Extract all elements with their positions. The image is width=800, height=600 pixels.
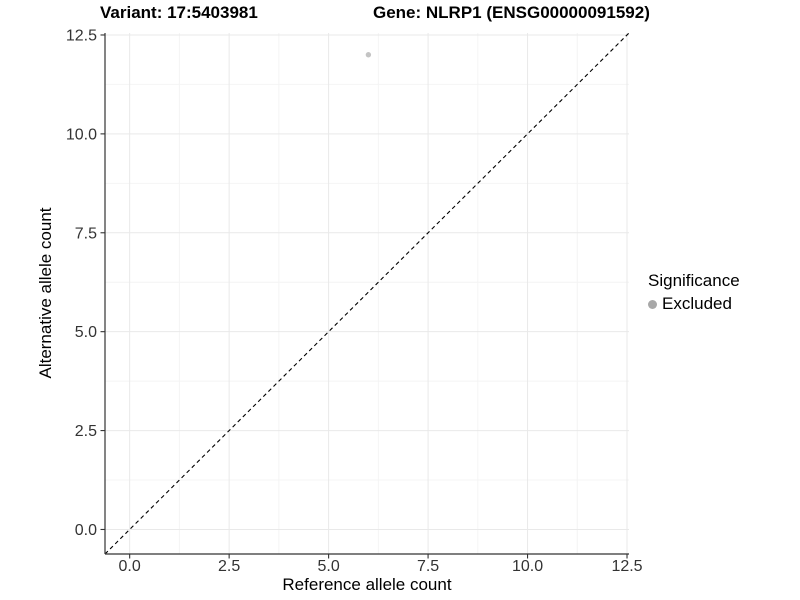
legend-point-icon xyxy=(648,299,657,309)
y-tick-label: 5.0 xyxy=(75,324,97,341)
x-tick-label: 0.0 xyxy=(119,558,141,575)
identity-reference-line xyxy=(104,32,630,555)
x-tick-label: 10.0 xyxy=(512,558,543,575)
legend-title: Significance xyxy=(648,271,740,290)
x-tick-label: 7.5 xyxy=(417,558,439,575)
x-tick-label: 2.5 xyxy=(218,558,240,575)
x-tick-label: 12.5 xyxy=(611,558,642,575)
legend-item-label: Excluded xyxy=(662,294,732,313)
data-point xyxy=(365,52,372,58)
variant-title: Variant: 17:5403981 xyxy=(100,3,258,22)
legend-item-excluded: Excluded xyxy=(648,294,740,314)
y-tick-label: 0.0 xyxy=(75,522,97,539)
legend: Significance Excluded xyxy=(648,271,740,314)
x-axis-title: Reference allele count xyxy=(282,575,452,594)
gene-title: Gene: NLRP1 (ENSG00000091592) xyxy=(373,3,650,22)
y-tick-label: 10.0 xyxy=(66,126,97,143)
y-tick-label: 2.5 xyxy=(75,423,97,440)
y-axis-title: Alternative allele count xyxy=(36,207,55,379)
x-tick-label: 5.0 xyxy=(317,558,339,575)
y-tick-label: 7.5 xyxy=(75,225,97,242)
y-tick-label: 12.5 xyxy=(66,27,97,44)
